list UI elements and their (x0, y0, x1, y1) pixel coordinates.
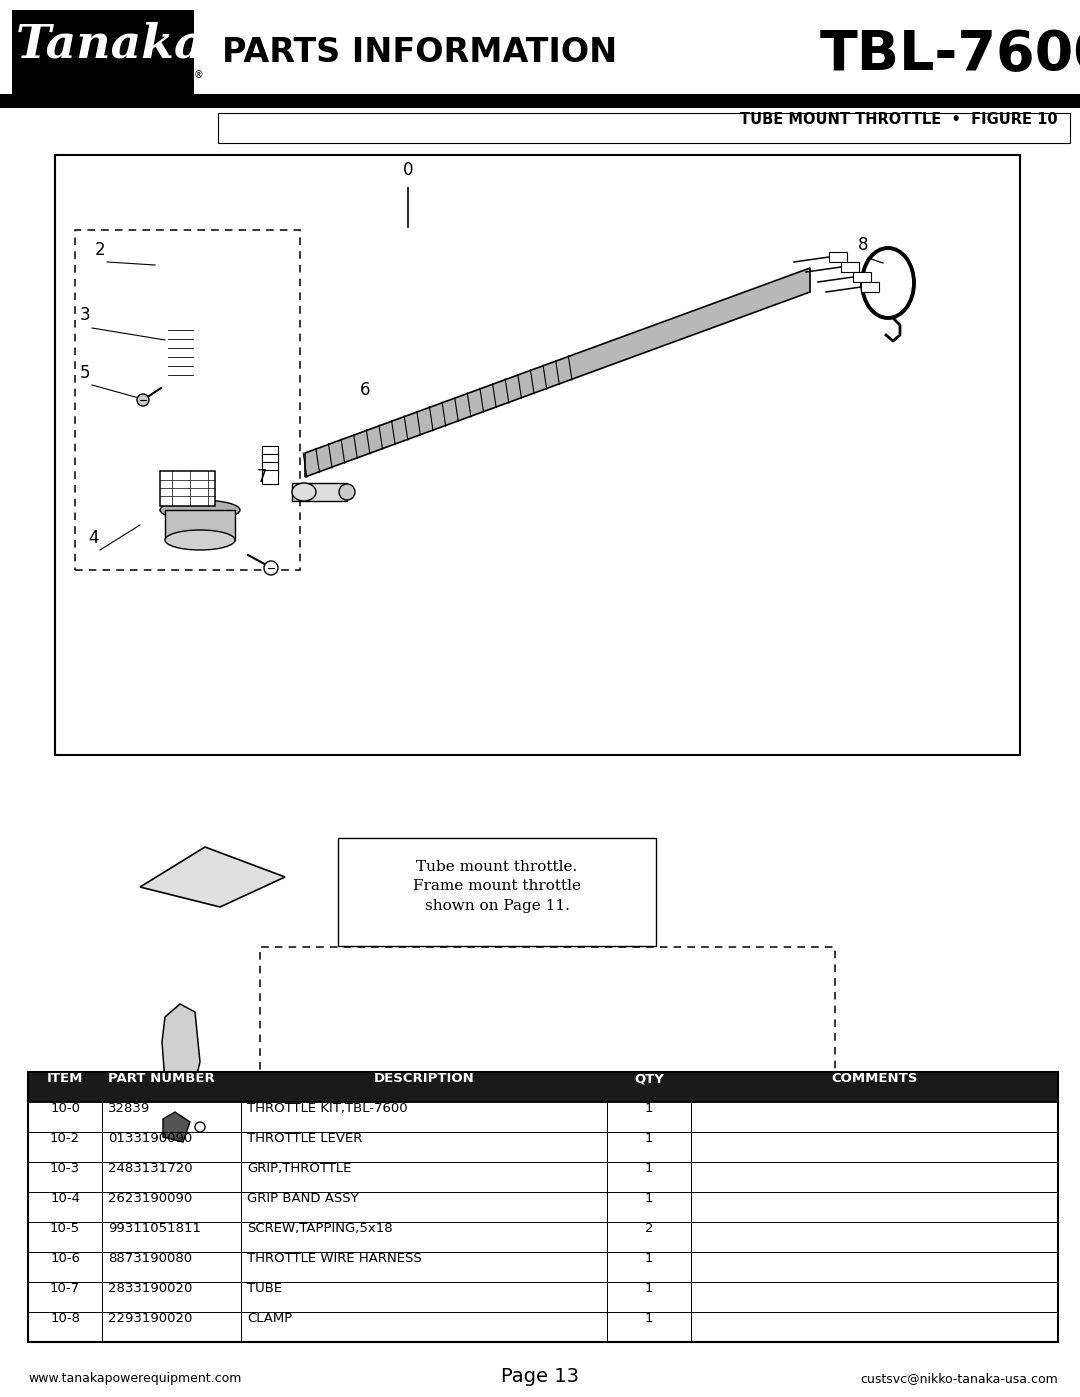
Text: 1: 1 (645, 1192, 653, 1206)
Circle shape (264, 562, 278, 576)
Text: THROTTLE LEVER: THROTTLE LEVER (247, 1132, 363, 1146)
Text: 1: 1 (645, 1252, 653, 1266)
Bar (829, 251, 847, 263)
Text: Tanaka: Tanaka (16, 22, 205, 68)
Bar (28, 1071, 1058, 1102)
Text: COMMENTS: COMMENTS (832, 1071, 918, 1085)
Text: ®: ® (194, 70, 204, 80)
Polygon shape (162, 1004, 200, 1083)
Polygon shape (156, 1087, 215, 1147)
Bar (28, 1252, 1058, 1282)
Polygon shape (305, 268, 810, 476)
Text: SCREW,TAPPING,5x18: SCREW,TAPPING,5x18 (247, 1222, 393, 1235)
Text: CLAMP: CLAMP (247, 1312, 293, 1324)
Bar (28, 1282, 1058, 1312)
Bar (28, 1222, 1058, 1252)
Bar (28, 1071, 1058, 1343)
Text: DESCRIPTION: DESCRIPTION (374, 1071, 474, 1085)
Bar (262, 469, 278, 483)
Text: 1: 1 (645, 1162, 653, 1175)
Text: 99311051811: 99311051811 (108, 1222, 201, 1235)
Bar (853, 272, 870, 282)
Ellipse shape (292, 483, 316, 502)
Text: Tube mount throttle.
Frame mount throttle
shown on Page 11.: Tube mount throttle. Frame mount throttl… (413, 861, 581, 914)
Text: Page 13: Page 13 (501, 1368, 579, 1386)
Text: 0: 0 (403, 161, 414, 179)
Bar (292, 483, 347, 502)
Ellipse shape (339, 483, 355, 500)
Text: 6: 6 (360, 381, 370, 400)
Text: 2: 2 (645, 1222, 653, 1235)
Text: 3: 3 (80, 306, 91, 324)
Bar (75, 231, 300, 570)
Text: GRIP BAND ASSY: GRIP BAND ASSY (247, 1192, 359, 1206)
Text: 10-0: 10-0 (50, 1102, 80, 1115)
Text: PARTS INFORMATION: PARTS INFORMATION (222, 36, 618, 68)
Text: TUBE MOUNT THROTTLE  •  FIGURE 10: TUBE MOUNT THROTTLE • FIGURE 10 (741, 112, 1058, 127)
Text: TUBE: TUBE (247, 1282, 282, 1295)
Text: ITEM: ITEM (46, 1071, 83, 1085)
Text: 1: 1 (645, 1282, 653, 1295)
Text: 10-4: 10-4 (50, 1192, 80, 1206)
Text: THROTTLE KIT,TBL-7600: THROTTLE KIT,TBL-7600 (247, 1102, 408, 1115)
Text: GRIP,THROTTLE: GRIP,THROTTLE (247, 1162, 352, 1175)
Text: 0133190090: 0133190090 (108, 1132, 192, 1146)
Text: 1: 1 (645, 1312, 653, 1324)
Bar (861, 282, 879, 292)
Text: TBL-7600: TBL-7600 (820, 28, 1080, 82)
Bar (28, 1192, 1058, 1222)
Text: 2293190020: 2293190020 (108, 1312, 192, 1324)
Circle shape (137, 394, 149, 407)
Bar (28, 1312, 1058, 1343)
Text: 10-8: 10-8 (50, 1312, 80, 1324)
Text: 2483131720: 2483131720 (108, 1162, 193, 1175)
Bar (28, 1132, 1058, 1162)
Bar (12, 10, 194, 98)
Text: THROTTLE WIRE HARNESS: THROTTLE WIRE HARNESS (247, 1252, 422, 1266)
Bar (841, 263, 859, 272)
Bar (262, 462, 278, 476)
Text: 10-6: 10-6 (50, 1252, 80, 1266)
Text: 8: 8 (858, 236, 868, 254)
Text: 1: 1 (645, 1132, 653, 1146)
Text: custsvc@nikko-tanaka-usa.com: custsvc@nikko-tanaka-usa.com (861, 1372, 1058, 1384)
Text: 7: 7 (257, 468, 268, 486)
Bar (55, 155, 1020, 754)
Text: 8873190080: 8873190080 (108, 1252, 192, 1266)
Text: 5: 5 (80, 365, 91, 381)
Text: www.tanakapowerequipment.com: www.tanakapowerequipment.com (28, 1372, 241, 1384)
Ellipse shape (160, 500, 240, 520)
Text: 1: 1 (645, 1102, 653, 1115)
Polygon shape (163, 1112, 190, 1141)
Text: 10-3: 10-3 (50, 1162, 80, 1175)
Text: 10-7: 10-7 (50, 1282, 80, 1295)
Bar (262, 446, 278, 460)
Bar (218, 113, 1070, 142)
Text: 4: 4 (87, 529, 98, 548)
Text: 10-5: 10-5 (50, 1222, 80, 1235)
Text: QTY: QTY (634, 1071, 664, 1085)
Bar (0, 0, 1080, 108)
Text: 2833190020: 2833190020 (108, 1282, 192, 1295)
Text: 2623190090: 2623190090 (108, 1192, 192, 1206)
Ellipse shape (165, 529, 235, 550)
Bar (338, 838, 656, 946)
Text: PART NUMBER: PART NUMBER (108, 1071, 215, 1085)
Polygon shape (140, 847, 285, 907)
Circle shape (195, 1122, 205, 1132)
Bar (160, 471, 215, 506)
Bar (165, 510, 235, 541)
Bar (0, 94, 1080, 108)
Bar (28, 1162, 1058, 1192)
Bar (262, 454, 278, 468)
Bar (28, 1102, 1058, 1132)
Text: 2: 2 (95, 242, 106, 258)
Text: 32839: 32839 (108, 1102, 150, 1115)
Text: 10-2: 10-2 (50, 1132, 80, 1146)
